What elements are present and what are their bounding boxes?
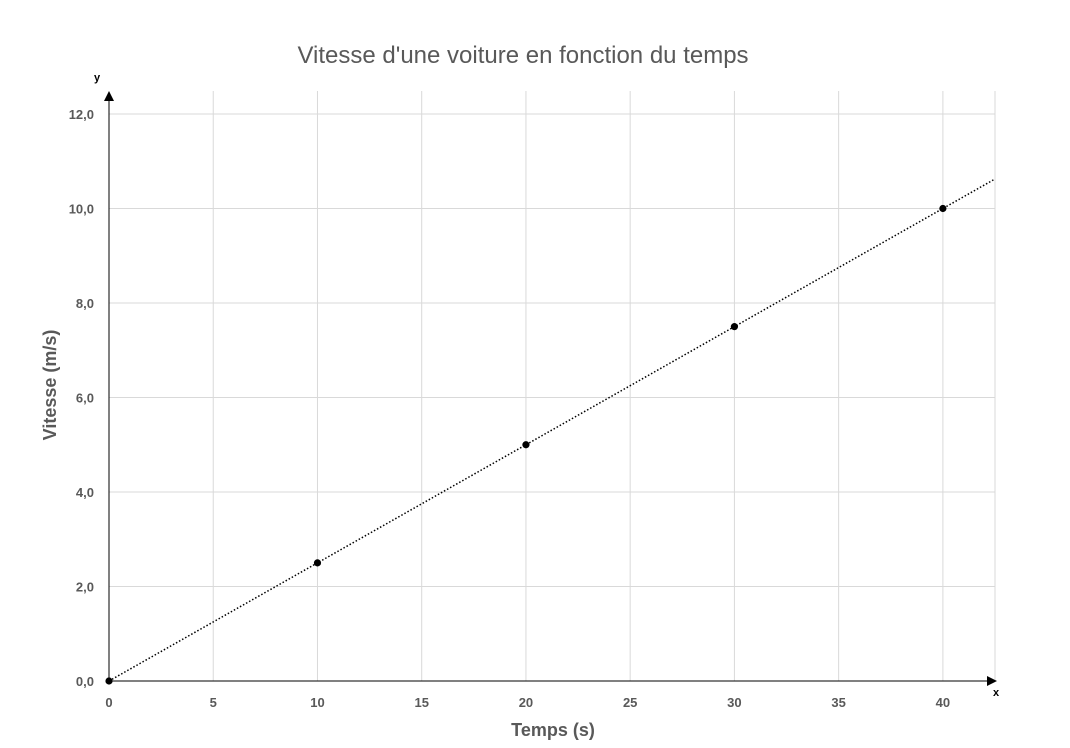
x-tick-label: 10 (310, 695, 324, 710)
y-tick-label: 4,0 (76, 485, 94, 500)
y-tick-label: 2,0 (76, 580, 94, 595)
x-tick-label: 15 (414, 695, 428, 710)
x-tick-label: 5 (210, 695, 217, 710)
trendline (108, 178, 996, 682)
x-tick-label: 0 (105, 695, 112, 710)
x-tick-labels: 0 5 10 15 20 25 30 35 40 (105, 695, 950, 710)
axes: x y (94, 72, 1000, 699)
y-axis-title: Vitesse (m/s) (40, 330, 60, 441)
data-point (313, 559, 322, 567)
data-points (105, 204, 947, 685)
y-tick-label: 12,0 (69, 107, 94, 122)
chart-title: Vitesse d'une voiture en fonction du tem… (297, 42, 748, 69)
data-point (105, 677, 113, 685)
grid (109, 91, 996, 681)
x-axis-title: Temps (s) (511, 720, 595, 740)
x-tick-label: 35 (831, 695, 845, 710)
data-point (730, 323, 739, 331)
x-tick-label: 20 (519, 695, 533, 710)
y-tick-label: 0,0 (76, 674, 94, 689)
y-tick-label: 6,0 (76, 391, 94, 406)
x-axis-letter: x (993, 687, 1000, 699)
x-tick-label: 40 (936, 695, 950, 710)
y-tick-labels: 0,0 2,0 4,0 6,0 8,0 10,0 12,0 (69, 107, 94, 689)
y-axis-arrow-icon (104, 91, 114, 101)
y-tick-label: 10,0 (69, 202, 94, 217)
x-axis-arrow-icon (987, 676, 997, 686)
y-tick-label: 8,0 (76, 296, 94, 311)
data-point (939, 204, 947, 213)
x-tick-label: 30 (727, 695, 741, 710)
data-point (522, 441, 530, 449)
x-tick-label: 25 (623, 695, 637, 710)
y-axis-letter: y (94, 72, 101, 84)
